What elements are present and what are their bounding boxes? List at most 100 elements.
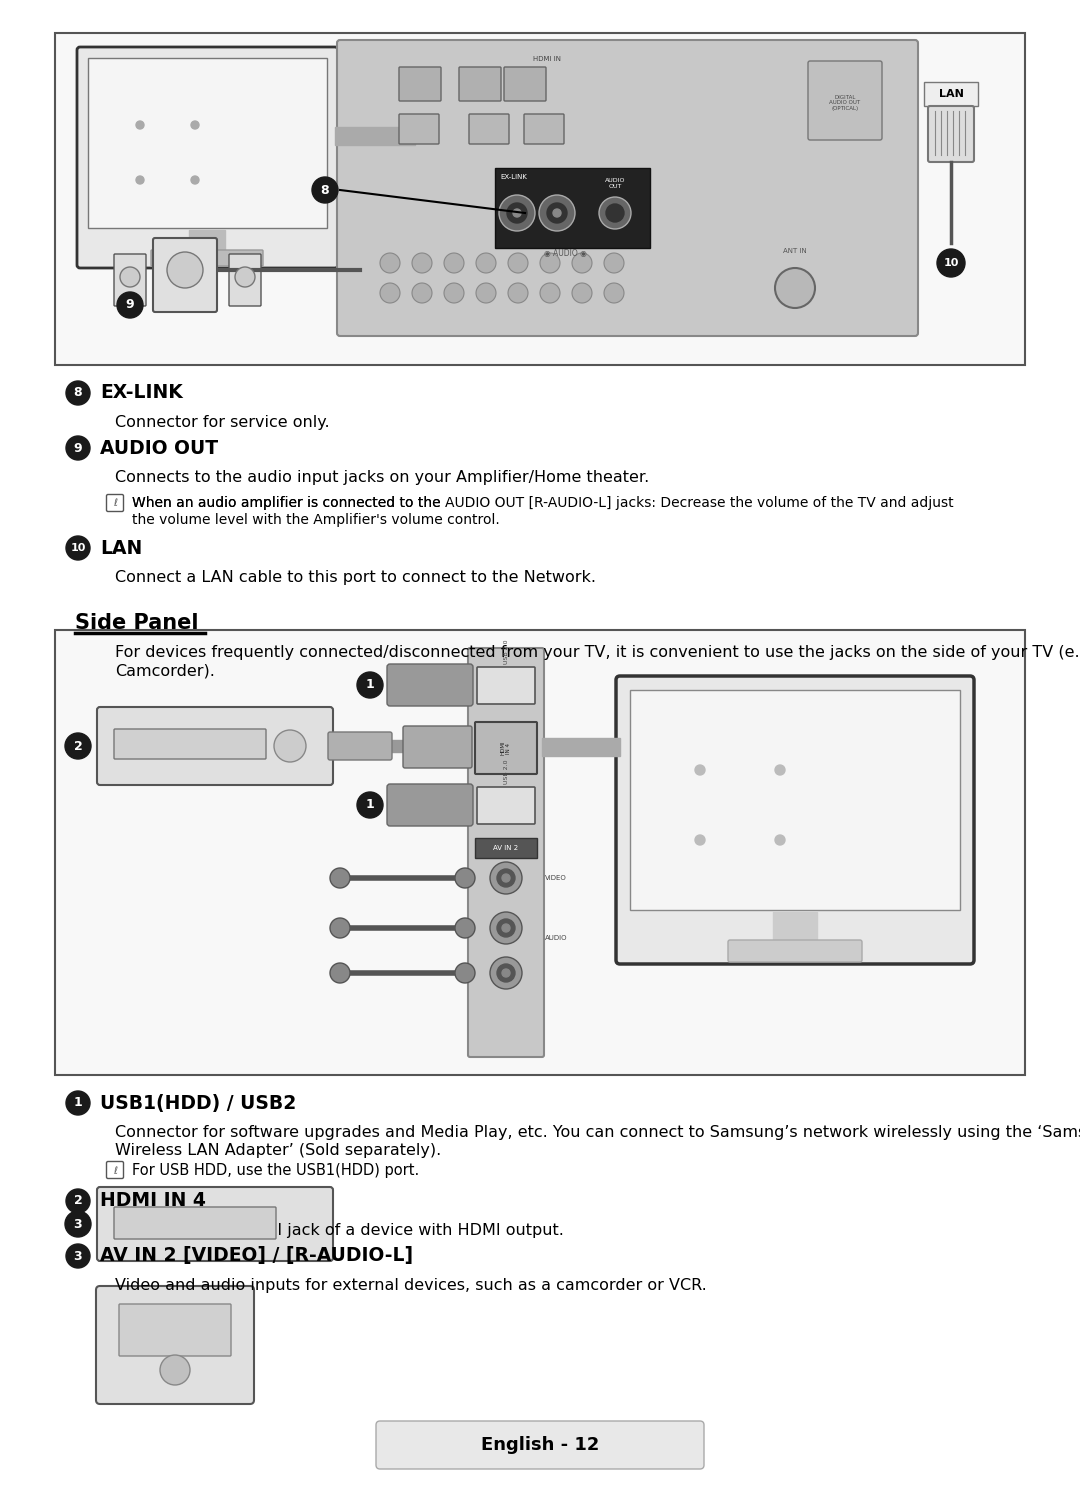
Circle shape: [604, 253, 624, 272]
Text: 1: 1: [73, 1097, 82, 1110]
Circle shape: [160, 1356, 190, 1385]
Text: LAN: LAN: [939, 89, 963, 100]
Circle shape: [606, 204, 624, 222]
Circle shape: [357, 673, 383, 698]
Text: Connector for service only.: Connector for service only.: [114, 415, 329, 430]
Text: VIDEO: VIDEO: [545, 875, 567, 881]
Circle shape: [507, 202, 527, 223]
Text: EX-LINK: EX-LINK: [500, 174, 527, 180]
FancyBboxPatch shape: [387, 664, 473, 705]
Circle shape: [497, 869, 515, 887]
Circle shape: [490, 862, 522, 894]
Text: AUDIO OUT: AUDIO OUT: [100, 439, 218, 457]
FancyBboxPatch shape: [328, 732, 392, 760]
Text: ℓ: ℓ: [113, 498, 117, 509]
Circle shape: [497, 964, 515, 982]
FancyBboxPatch shape: [924, 82, 978, 106]
Circle shape: [502, 924, 510, 931]
FancyBboxPatch shape: [107, 1162, 123, 1178]
Text: When an audio amplifier is connected to the AUDIO OUT [R-AUDIO-L] jacks: Decreas: When an audio amplifier is connected to …: [132, 496, 954, 510]
FancyBboxPatch shape: [97, 1187, 333, 1260]
Text: Connect a LAN cable to this port to connect to the Network.: Connect a LAN cable to this port to conn…: [114, 570, 596, 585]
FancyBboxPatch shape: [229, 254, 261, 307]
Text: the volume level with the Amplifier's volume control.: the volume level with the Amplifier's vo…: [132, 513, 500, 527]
Circle shape: [455, 963, 475, 984]
Circle shape: [117, 292, 143, 318]
Circle shape: [191, 121, 199, 129]
Text: AV IN 2 [VIDEO] / [R-AUDIO-L]: AV IN 2 [VIDEO] / [R-AUDIO-L]: [100, 1247, 414, 1265]
Circle shape: [540, 283, 561, 304]
Text: ◉ AUDIO ◉: ◉ AUDIO ◉: [543, 248, 586, 257]
FancyBboxPatch shape: [153, 238, 217, 312]
Bar: [189, 231, 225, 254]
FancyBboxPatch shape: [459, 67, 501, 101]
FancyBboxPatch shape: [87, 58, 327, 228]
Circle shape: [65, 1211, 91, 1237]
Circle shape: [696, 835, 705, 845]
Text: Camcorder).: Camcorder).: [114, 664, 215, 679]
Text: AV IN 2: AV IN 2: [494, 845, 518, 851]
FancyBboxPatch shape: [119, 1303, 231, 1356]
Text: DIGITAL
AUDIO OUT
(OPTICAL): DIGITAL AUDIO OUT (OPTICAL): [829, 95, 861, 112]
Circle shape: [66, 1189, 90, 1213]
Circle shape: [937, 248, 966, 277]
Circle shape: [66, 536, 90, 559]
Circle shape: [696, 765, 705, 775]
FancyBboxPatch shape: [616, 676, 974, 964]
Circle shape: [330, 918, 350, 937]
Circle shape: [572, 283, 592, 304]
Circle shape: [136, 176, 144, 185]
FancyBboxPatch shape: [151, 250, 264, 266]
Circle shape: [66, 381, 90, 405]
Text: 8: 8: [321, 183, 329, 196]
Circle shape: [191, 176, 199, 185]
Circle shape: [540, 253, 561, 272]
Circle shape: [497, 920, 515, 937]
FancyBboxPatch shape: [107, 494, 123, 512]
FancyBboxPatch shape: [403, 726, 472, 768]
FancyBboxPatch shape: [475, 838, 537, 859]
Text: English - 12: English - 12: [481, 1436, 599, 1454]
FancyBboxPatch shape: [399, 115, 438, 144]
Circle shape: [553, 208, 561, 217]
FancyBboxPatch shape: [96, 1286, 254, 1405]
Text: AUDIO: AUDIO: [545, 934, 567, 940]
Circle shape: [330, 963, 350, 984]
FancyBboxPatch shape: [504, 67, 546, 101]
Circle shape: [490, 912, 522, 943]
FancyBboxPatch shape: [495, 168, 650, 248]
Circle shape: [490, 957, 522, 990]
Circle shape: [455, 868, 475, 888]
FancyBboxPatch shape: [477, 667, 535, 704]
Bar: [335, 126, 415, 144]
Circle shape: [136, 121, 144, 129]
Text: 2: 2: [73, 740, 82, 753]
Circle shape: [444, 253, 464, 272]
FancyBboxPatch shape: [469, 115, 509, 144]
FancyBboxPatch shape: [468, 647, 544, 1056]
Text: 9: 9: [125, 299, 134, 311]
FancyBboxPatch shape: [387, 784, 473, 826]
Text: 2: 2: [73, 1195, 82, 1207]
Text: 1: 1: [366, 799, 375, 811]
Text: When an audio amplifier is connected to the: When an audio amplifier is connected to …: [132, 496, 445, 510]
FancyBboxPatch shape: [337, 40, 918, 336]
FancyBboxPatch shape: [808, 61, 882, 140]
Circle shape: [65, 734, 91, 759]
Circle shape: [444, 283, 464, 304]
FancyBboxPatch shape: [97, 707, 333, 786]
Circle shape: [604, 283, 624, 304]
Circle shape: [66, 436, 90, 460]
Circle shape: [546, 202, 567, 223]
FancyBboxPatch shape: [77, 48, 338, 268]
Circle shape: [599, 196, 631, 229]
Bar: [542, 738, 620, 756]
Text: ANT IN: ANT IN: [783, 248, 807, 254]
Circle shape: [499, 195, 535, 231]
FancyBboxPatch shape: [55, 33, 1025, 365]
Text: Connects to the audio input jacks on your Amplifier/Home theater.: Connects to the audio input jacks on you…: [114, 470, 649, 485]
Circle shape: [330, 868, 350, 888]
Circle shape: [380, 253, 400, 272]
FancyBboxPatch shape: [928, 106, 974, 162]
Text: Connect to the HDMI jack of a device with HDMI output.: Connect to the HDMI jack of a device wit…: [114, 1223, 564, 1238]
